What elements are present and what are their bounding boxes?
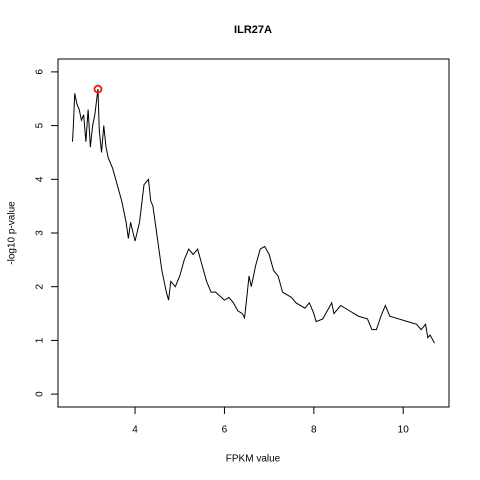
x-tick-label: 6 [222,425,228,436]
plot-frame [57,58,450,408]
x-tick-label: 8 [311,425,317,436]
y-tick-label: 6 [35,69,46,75]
y-axis-label: -log10 p-value [7,201,18,265]
chart-title: ILR27A [234,24,272,36]
y-tick-label: 4 [35,176,46,182]
x-axis-label: FPKM value [226,454,281,465]
y-tick-label: 1 [35,337,46,343]
x-tick-label: 4 [132,425,138,436]
y-tick-label: 2 [35,283,46,289]
highlight-point [93,84,103,94]
y-tick-label: 0 [35,391,46,397]
y-tick-label: 5 [35,122,46,128]
x-tick-label: 10 [398,425,410,436]
y-tick-label: 3 [35,230,46,236]
data-line [71,89,435,344]
